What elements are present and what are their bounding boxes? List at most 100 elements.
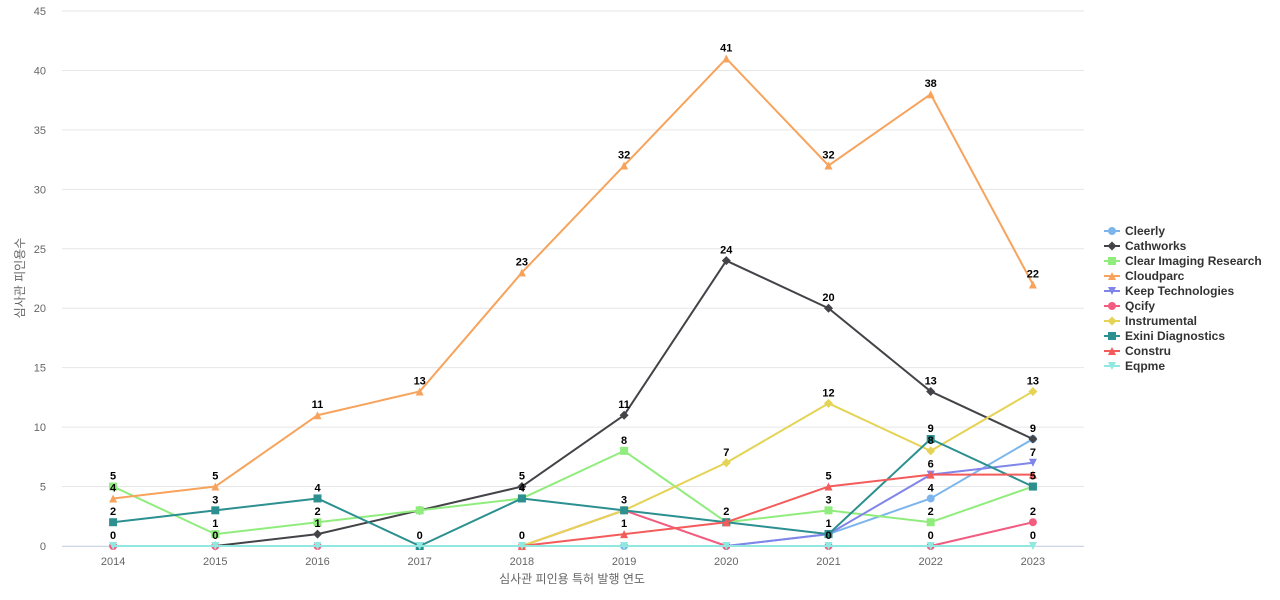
data-point: [824, 506, 833, 515]
data-point: [1028, 542, 1037, 550]
data-label: 5: [212, 471, 218, 483]
x-tick-label: 2021: [816, 556, 840, 568]
data-point: [619, 410, 629, 420]
data-point: [926, 470, 935, 479]
data-label: 2: [314, 506, 320, 518]
x-tick-label: 2017: [407, 556, 431, 568]
data-label: 6: [928, 459, 934, 471]
data-point: [824, 161, 833, 170]
data-label: 5: [110, 471, 116, 483]
data-label: 3: [825, 494, 831, 506]
data-label: 13: [1027, 375, 1039, 387]
legend-marker: [1107, 241, 1117, 251]
data-point: [517, 542, 526, 550]
data-label: 13: [925, 375, 937, 387]
legend-marker: [1108, 287, 1116, 295]
data-label: 11: [618, 399, 630, 411]
legend-item-qcify[interactable]: Qcify: [1104, 299, 1155, 313]
data-label: 38: [925, 78, 937, 90]
legend-item-cleerly[interactable]: Cleerly: [1104, 224, 1165, 238]
data-point: [926, 518, 935, 527]
data-point: [313, 518, 322, 527]
legend-item-keep-technologies[interactable]: Keep Technologies: [1104, 284, 1234, 298]
data-point: [722, 54, 731, 63]
legend-marker: [1108, 332, 1116, 340]
legend-item-cathworks[interactable]: Cathworks: [1104, 239, 1187, 253]
y-tick-label: 45: [34, 6, 46, 18]
series-line-instrumental: [521, 390, 1034, 547]
legend-label: Cloudparc: [1125, 269, 1185, 283]
legend-label: Constru: [1125, 344, 1171, 358]
data-label: 1: [314, 518, 320, 530]
data-point: [109, 494, 118, 503]
legend-item-eqpme[interactable]: Eqpme: [1104, 359, 1165, 373]
series-cloudparc: [109, 54, 1037, 503]
legend-item-exini-diagnostics[interactable]: Exini Diagnostics: [1104, 329, 1225, 343]
data-label: 0: [110, 530, 116, 542]
data-point: [721, 256, 731, 266]
y-tick-label: 25: [34, 244, 46, 256]
data-point: [620, 542, 629, 550]
data-point: [313, 529, 322, 539]
x-axis-title: 심사관 피인용 특허 발행 연도: [499, 571, 645, 586]
data-point: [620, 506, 629, 515]
data-point: [415, 387, 424, 396]
data-point: [1028, 386, 1038, 396]
data-label: 9: [1030, 423, 1036, 435]
x-tick-label: 2016: [305, 556, 329, 568]
data-label: 9: [928, 423, 934, 435]
legend-label: Keep Technologies: [1125, 284, 1234, 298]
data-label: 2: [1030, 506, 1036, 518]
data-label: 4: [519, 482, 526, 494]
series-eqpme: [109, 542, 1037, 550]
data-point: [824, 482, 833, 491]
data-point: [824, 530, 833, 539]
data-point: [926, 494, 935, 503]
data-label: 0: [417, 530, 423, 542]
data-point: [109, 542, 118, 550]
data-label: 1: [825, 518, 831, 530]
legend-item-clear-imaging-research[interactable]: Clear Imaging Research: [1104, 254, 1262, 268]
data-point: [313, 494, 322, 503]
legend-item-cloudparc[interactable]: Cloudparc: [1104, 269, 1185, 283]
data-label: 2: [723, 506, 729, 518]
data-labels: 1490151124201351248324511132332413238226…: [110, 43, 1039, 542]
data-point: [517, 482, 527, 492]
series-clear-imaging-research: [109, 446, 1037, 539]
data-label: 5: [825, 471, 831, 483]
data-label: 41: [720, 43, 732, 55]
data-point: [517, 494, 526, 503]
series-line-cloudparc: [112, 57, 1034, 500]
data-label: 5: [1030, 471, 1036, 483]
x-tick-label: 2015: [203, 556, 227, 568]
data-point: [1028, 482, 1037, 491]
legend-marker: [1108, 257, 1116, 265]
legend-item-constru[interactable]: Constru: [1104, 344, 1171, 358]
data-label: 23: [516, 257, 528, 269]
data-point: [1028, 280, 1037, 289]
data-label: 4: [928, 482, 935, 494]
legend-marker: [1108, 272, 1116, 280]
legend-item-instrumental[interactable]: Instrumental: [1104, 314, 1197, 328]
x-tick-label: 2018: [510, 556, 534, 568]
data-point: [721, 458, 731, 468]
x-tick-label: 2019: [612, 556, 636, 568]
data-label: 4: [314, 482, 321, 494]
legend-label: Instrumental: [1125, 314, 1197, 328]
data-label: 7: [1030, 447, 1036, 459]
y-tick-label: 15: [34, 363, 46, 375]
y-tick-label: 20: [34, 303, 46, 315]
data-point: [211, 482, 220, 491]
legend-marker: [1108, 227, 1116, 235]
data-point: [926, 386, 936, 396]
data-point: [1028, 470, 1037, 479]
y-axis-ticks: 0 5 10 15 20 25 30 35 40 45: [34, 6, 46, 553]
data-point: [211, 530, 220, 539]
series-keep-technologies: [722, 458, 1037, 550]
legend-label: Clear Imaging Research: [1125, 254, 1262, 268]
data-point: [824, 398, 833, 408]
data-point: [211, 506, 220, 515]
y-tick-label: 10: [34, 422, 46, 434]
